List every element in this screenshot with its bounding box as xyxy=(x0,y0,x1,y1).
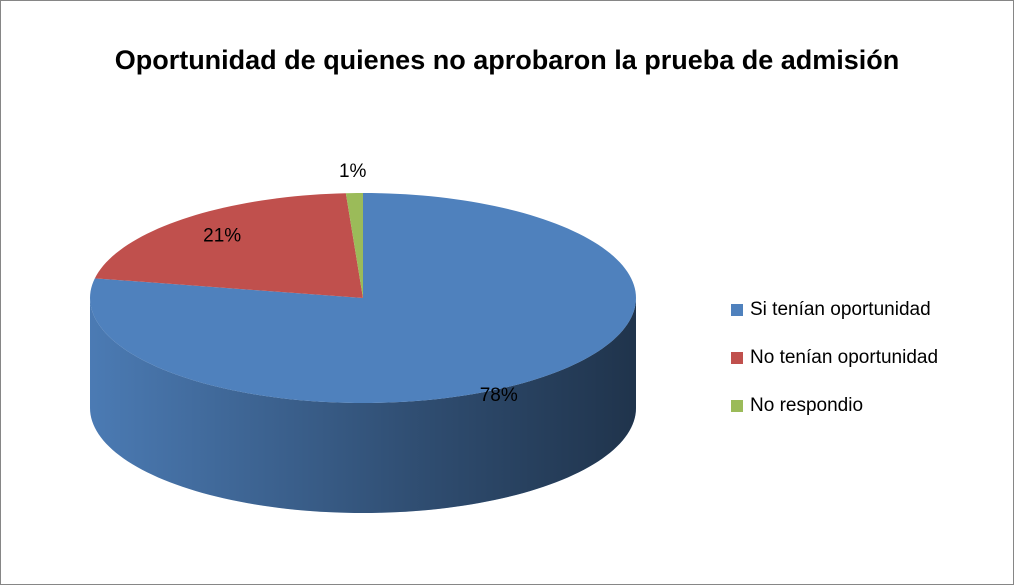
legend-swatch xyxy=(731,400,743,412)
pie-side-shade xyxy=(90,298,636,513)
data-label: 78% xyxy=(480,385,518,406)
data-label: 21% xyxy=(203,226,241,247)
pie-slice xyxy=(94,193,364,298)
legend-label: No tenían oportunidad xyxy=(750,347,938,368)
data-label: 1% xyxy=(339,161,367,182)
pie-slice xyxy=(345,193,363,298)
legend-swatch xyxy=(731,352,743,364)
chart-title: Oportunidad de quienes no aprobaron la p… xyxy=(114,45,900,75)
legend-swatch xyxy=(731,304,743,316)
legend-label: Si tenían oportunidad xyxy=(750,299,931,320)
legend-label: No respondio xyxy=(750,395,863,416)
